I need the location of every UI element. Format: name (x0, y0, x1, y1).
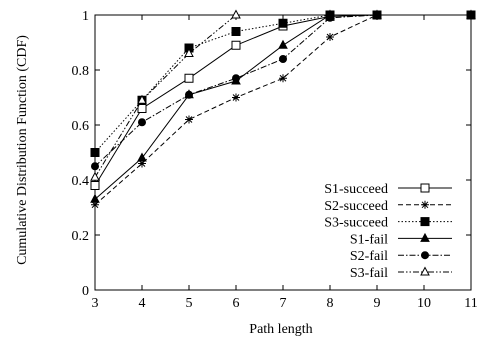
legend-marker-s3-succeed (420, 217, 430, 227)
series-line-s2-fail (94, 14, 471, 167)
x-tick-label: 5 (186, 296, 193, 311)
series-s3-succeed (90, 10, 476, 157)
y-axis-label: Cumulative Distribution Function (CDF) (15, 35, 30, 265)
data-point-s3-fail (231, 9, 241, 19)
legend-marker-s3-fail (420, 266, 430, 276)
data-point-s2-fail (326, 13, 334, 22)
data-point-s2-succeed (91, 200, 99, 209)
y-tick-label: 1 (82, 9, 89, 24)
data-point-s3-succeed (90, 148, 100, 157)
data-point-s3-fail (137, 94, 147, 104)
x-tick-label: 8 (327, 296, 334, 311)
legend-label-s1-fail: S1-fail (350, 232, 388, 247)
x-tick-label: 11 (464, 296, 477, 311)
legend-marker-s1-succeed (420, 183, 430, 193)
legend-label-s2-succeed: S2-succeed (324, 199, 388, 214)
data-point-s2-succeed (279, 74, 287, 83)
x-axis-label: Path length (249, 322, 312, 337)
series-s1-fail (90, 9, 476, 203)
data-point-s2-succeed (185, 115, 193, 124)
legend-marker-s2-fail (421, 251, 429, 260)
x-tick-label: 7 (280, 296, 287, 311)
axes: 3 4 5 6 7 8 9 10 11 0 0.2 0.4 0.6 0.8 1 (72, 9, 478, 311)
data-point-s1-succeed (90, 181, 100, 190)
data-point-s1-fail (278, 39, 288, 49)
data-point-s2-succeed (138, 159, 146, 168)
y-tick-label: 0.2 (72, 229, 90, 244)
data-point-s2-fail (232, 74, 240, 83)
legend-label-s3-fail: S3-fail (350, 266, 388, 281)
y-tick-label: 0.4 (72, 174, 90, 189)
x-tick-label: 10 (417, 296, 431, 311)
series-s1-succeed (90, 10, 476, 190)
series-line-s2-succeed (94, 14, 471, 206)
data-point-s3-succeed (231, 27, 241, 36)
legend-marker-s1-fail (420, 232, 430, 242)
y-tick-label: 0.8 (72, 64, 90, 79)
y-tick-label: 0 (82, 284, 89, 299)
data-point-s2-fail (467, 11, 475, 19)
y-tick-label: 0.6 (72, 119, 90, 134)
x-tick-label: 3 (92, 296, 99, 311)
data-point-s1-fail (90, 193, 100, 203)
data-point-s3-succeed (278, 18, 288, 28)
x-tick-label: 6 (233, 296, 240, 311)
legend-label-s2-fail: S2-fail (350, 249, 388, 264)
series-s3-fail (90, 9, 241, 181)
series-layer (90, 9, 476, 209)
data-point-s2-fail (279, 55, 287, 63)
data-point-s1-succeed (184, 73, 194, 83)
series-line-s1-fail (94, 14, 471, 200)
data-point-s1-succeed (231, 40, 241, 50)
data-point-s2-fail (138, 118, 146, 127)
data-point-s1-fail (137, 152, 147, 162)
legend-label-s1-succeed: S1-succeed (324, 182, 388, 197)
data-point-s3-fail (90, 171, 100, 181)
data-point-s2-fail (91, 162, 99, 171)
series-line-s3-fail (94, 14, 237, 178)
x-tick-label: 4 (139, 296, 146, 311)
legend-label-s3-succeed: S3-succeed (324, 216, 388, 231)
series-s2-fail (91, 11, 475, 171)
x-tick-label: 9 (374, 296, 381, 311)
data-point-s2-succeed (326, 33, 334, 41)
data-point-s2-succeed (232, 93, 240, 102)
data-point-s2-fail (373, 11, 381, 19)
legend-marker-s2-succeed (421, 200, 429, 209)
series-line-s3-succeed (94, 14, 471, 153)
data-point-s3-fail (184, 47, 194, 57)
data-point-s2-fail (185, 90, 193, 99)
